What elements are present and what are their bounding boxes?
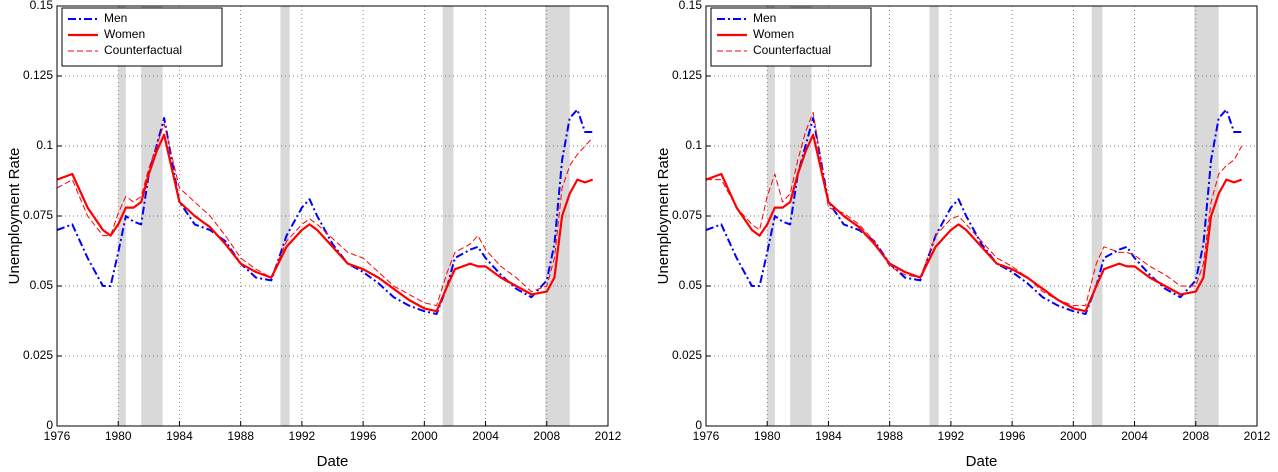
y-tick-label: 0.05: [679, 278, 703, 292]
x-tick-label: 2000: [411, 429, 438, 443]
x-tick-label: 2008: [533, 429, 560, 443]
y-tick-label: 0.05: [30, 278, 54, 292]
x-tick-label: 2004: [1121, 429, 1148, 443]
x-tick-label: 1992: [938, 429, 965, 443]
legend-box: [710, 7, 872, 67]
y-tick-label: 0.075: [23, 208, 53, 222]
recession-band: [790, 6, 812, 426]
legend-label: Counterfactual: [104, 43, 182, 57]
x-tick-label: 1980: [754, 429, 781, 443]
series-line: [56, 123, 594, 307]
x-axis-label: Date: [317, 453, 349, 470]
y-axis-label: Unemployment Rate: [655, 148, 672, 285]
x-tick-label: 1988: [227, 429, 254, 443]
legend: Men Women Counterfactual: [710, 7, 872, 67]
subplot: 0 0.025 0.05 0.075 0.1 0.125 0.15 1976 1980 1984 1…: [655, 0, 1271, 470]
legend-label: Women: [753, 27, 794, 41]
series-line: [705, 133, 1243, 313]
recession-band: [141, 6, 163, 426]
x-tick-label: 1984: [166, 429, 193, 443]
axes-box: [705, 5, 1258, 427]
x-tick-label: 1996: [350, 429, 377, 443]
y-tick-label: 0.1: [36, 138, 53, 152]
legend-label: Women: [104, 27, 145, 41]
series-line: [705, 108, 1242, 315]
x-tick-label: 2000: [1060, 429, 1087, 443]
x-tick-label: 2008: [1182, 429, 1209, 443]
recession-band: [442, 6, 454, 426]
x-tick-label: 2012: [1244, 429, 1271, 443]
y-tick-label: 0.025: [672, 348, 702, 362]
recession-band: [1091, 6, 1103, 426]
x-axis-label: Date: [966, 453, 998, 470]
x-tick-label: 1988: [876, 429, 903, 443]
y-tick-label: 0: [46, 418, 53, 432]
x-tick-label: 1984: [815, 429, 842, 443]
axes-box: [56, 5, 609, 427]
series-line: [56, 133, 594, 313]
series-line: [56, 108, 593, 315]
y-tick-label: 0.1: [685, 138, 702, 152]
legend-label: Men: [104, 11, 127, 25]
x-tick-label: 1976: [44, 429, 71, 443]
y-tick-label: 0.075: [672, 208, 702, 222]
series-line: [706, 111, 1243, 307]
subplot: 0 0.025 0.05 0.075 0.1 0.125 0.15 1976 1980 1984 1…: [6, 0, 622, 470]
x-tick-label: 1996: [999, 429, 1026, 443]
y-tick-label: 0: [695, 418, 702, 432]
legend-box: [61, 7, 223, 67]
legend-label: Men: [753, 11, 776, 25]
y-tick-label: 0.15: [679, 0, 703, 12]
legend: Men Women Counterfactual: [61, 7, 223, 67]
y-tick-label: 0.15: [30, 0, 54, 12]
x-tick-label: 2004: [472, 429, 499, 443]
x-tick-label: 1992: [289, 429, 316, 443]
x-tick-label: 2012: [595, 429, 622, 443]
y-axis-label: Unemployment Rate: [6, 148, 23, 285]
legend-label: Counterfactual: [753, 43, 831, 57]
y-tick-label: 0.025: [23, 348, 53, 362]
x-tick-label: 1980: [105, 429, 132, 443]
y-tick-label: 0.125: [23, 68, 53, 82]
y-tick-label: 0.125: [672, 68, 702, 82]
x-tick-label: 1976: [693, 429, 720, 443]
